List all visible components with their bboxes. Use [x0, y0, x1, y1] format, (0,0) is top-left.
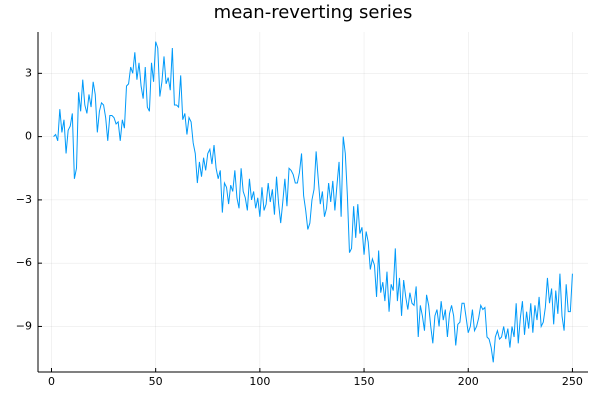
y-tick-label: 3: [25, 66, 32, 79]
x-tick-label: 50: [149, 375, 163, 388]
x-tick-label: 0: [48, 375, 55, 388]
x-tick-label: 200: [458, 375, 479, 388]
chart-title: mean-reverting series: [214, 2, 413, 23]
x-tick-label: 250: [562, 375, 583, 388]
data-line: [53, 41, 573, 363]
x-tick-label: 150: [354, 375, 375, 388]
y-tick-label: 0: [25, 130, 32, 143]
y-tick-label: −3: [16, 193, 32, 206]
y-tick-label: −6: [16, 256, 32, 269]
y-tick-label: −9: [16, 319, 32, 332]
x-tick-label: 100: [249, 375, 270, 388]
